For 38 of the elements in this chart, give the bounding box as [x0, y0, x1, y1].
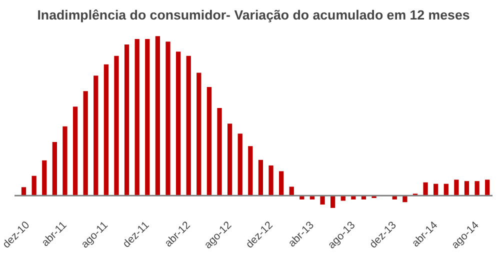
bar: [62, 126, 68, 196]
bar: [196, 72, 202, 196]
bar: [52, 142, 57, 196]
bar: [248, 146, 253, 196]
bar: [166, 42, 170, 196]
bar: [278, 171, 284, 196]
bar: [104, 64, 109, 196]
bar: [155, 36, 160, 196]
bar: [186, 56, 191, 196]
bar: [464, 181, 470, 196]
bar: [114, 56, 119, 196]
chart-title: Inadimplência do consumidor- Variação do acumulado em 12 meses: [37, 8, 470, 22]
bar: [402, 196, 408, 202]
bar: [42, 160, 47, 196]
bar: [176, 52, 181, 196]
bar: [444, 184, 448, 196]
bar: [423, 182, 428, 196]
bar: [145, 38, 150, 196]
bar: [454, 180, 459, 196]
bar: [268, 165, 274, 196]
bar: [485, 180, 490, 196]
bar: [124, 44, 130, 196]
bar: [217, 108, 222, 196]
bar: [289, 186, 294, 196]
bar: [330, 196, 336, 208]
bar: [258, 160, 264, 196]
bar: [134, 38, 140, 196]
bar: [21, 187, 26, 196]
bar: [320, 196, 325, 205]
bar: [94, 76, 98, 196]
bar: [32, 176, 36, 196]
bar: [83, 91, 88, 196]
bar: [227, 124, 232, 196]
bar: [238, 134, 242, 196]
bar: [474, 181, 480, 196]
bar: [72, 106, 78, 196]
bar: [434, 184, 438, 196]
bar: [206, 86, 212, 196]
